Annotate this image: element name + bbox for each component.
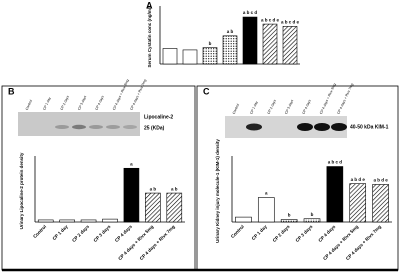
blot-lane-label: CP 3 days — [77, 95, 87, 111]
blot-lane-label: CP 1 day — [249, 100, 259, 115]
bar — [162, 48, 178, 65]
bar — [182, 49, 198, 65]
bar — [280, 219, 298, 223]
panel-letter: A — [146, 0, 153, 10]
bar — [262, 23, 278, 65]
significance-label: a b — [171, 186, 178, 191]
blot-image — [225, 116, 347, 138]
blot-lane-label: CP 2 days — [60, 95, 70, 111]
bar — [59, 219, 75, 223]
bar — [222, 35, 238, 65]
bar — [123, 167, 140, 223]
significance-label: a b c d e — [261, 17, 280, 22]
bar — [282, 26, 298, 65]
bar — [257, 197, 275, 223]
significance-label: a b — [227, 29, 234, 34]
significance-label: a — [130, 161, 133, 166]
x-tick-label: CP 1 day — [52, 224, 70, 242]
bar — [145, 192, 161, 223]
blot-lane-label: CP 2 days — [267, 99, 277, 115]
blot-lane-label: CP 4 days + Rivx 7mg — [336, 83, 354, 115]
blot-label: Lipocaline-2 — [144, 114, 173, 120]
significance-label: b — [209, 41, 212, 46]
y-axis-label: Urinary Kidney injury molecule-1 (KIM-1)… — [215, 139, 220, 243]
bar — [202, 47, 218, 65]
blot-lane-label: CP 1 day — [42, 96, 52, 111]
bar — [372, 184, 389, 223]
blot-lane-label: Control — [25, 99, 33, 111]
blot-image — [18, 112, 140, 136]
x-tick-label: CP 3 days — [295, 224, 314, 243]
x-tick-label: Control — [230, 224, 245, 239]
blot-lane-label: Control — [232, 103, 240, 115]
x-tick-label: CP 2 days — [71, 224, 90, 243]
x-tick-label: CP 3 days — [93, 224, 112, 243]
blot-lane-label: CP 3 days — [284, 99, 294, 115]
significance-label: a b d e — [351, 177, 366, 182]
panel-letter: B — [8, 86, 15, 96]
significance-label: b — [311, 212, 314, 217]
blot-lane-label: CP 4 days + Rivx 7mg — [129, 79, 147, 111]
bar — [349, 183, 367, 223]
panel-letter: C — [203, 86, 210, 96]
blot-lane-label: CP 4 days + Rivx 5mg — [112, 79, 130, 111]
y-axis-label: Serum Cystatin conc (ng/ml) — [147, 6, 152, 68]
significance-label: a b c d — [328, 160, 343, 165]
bar — [326, 166, 344, 223]
blot-lane-label: CP 4 days — [302, 99, 312, 115]
y-axis-label: Urinary Lipocaline-2 protein density — [19, 152, 24, 229]
x-tick-label: CP 2 days — [272, 224, 291, 243]
significance-label: a b c d e — [281, 20, 300, 25]
x-tick-label: CP 4 days — [317, 224, 336, 243]
bar — [102, 218, 118, 223]
significance-label: a b c d — [243, 10, 258, 15]
bar — [242, 16, 258, 65]
significance-label: b — [288, 213, 291, 218]
x-tick-label: Control — [32, 224, 47, 239]
bar — [166, 192, 183, 223]
significance-label: a b d e — [373, 178, 388, 183]
x-tick-label: CP 4 days — [114, 224, 133, 243]
bar — [37, 219, 54, 223]
significance-label: a b — [150, 186, 157, 191]
bar — [303, 218, 321, 223]
blot-lane-label: CP 4 days — [95, 95, 105, 111]
x-tick-label: CP 1 day — [251, 224, 269, 242]
significance-label: a — [265, 191, 268, 196]
blot-label: 25 (KDa) — [144, 125, 165, 131]
bar — [80, 219, 97, 223]
blot-label: 40-50 kDa KIM-1 — [350, 124, 389, 130]
blot-lane-label: CP 4 days + Rivx 5mg — [319, 83, 337, 115]
bar — [235, 216, 252, 223]
